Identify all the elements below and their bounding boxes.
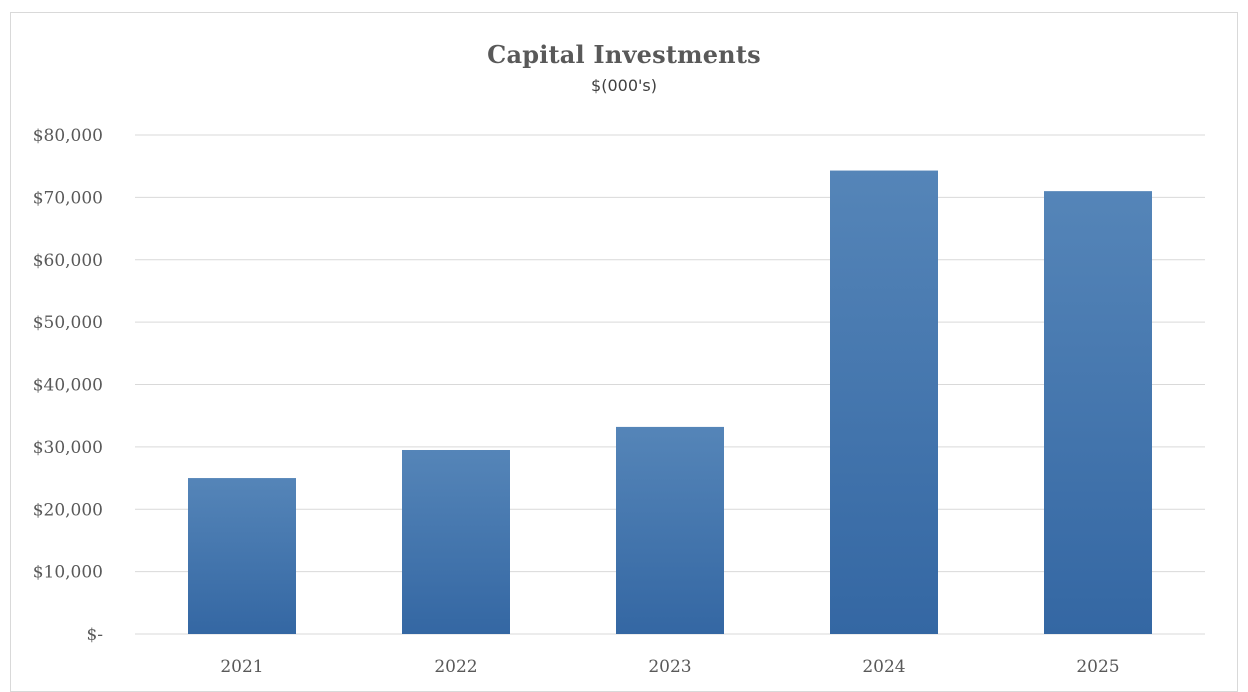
bar-2023	[616, 426, 724, 634]
y-tick-label: $10,000	[33, 563, 103, 583]
chart-title: Capital Investments	[487, 40, 761, 69]
y-tick-label: $30,000	[33, 438, 103, 458]
x-tick-label: 2025	[1076, 657, 1119, 677]
y-tick-label: $20,000	[33, 500, 103, 520]
x-tick-label: 2021	[220, 657, 263, 677]
x-tick-label: 2022	[434, 657, 477, 677]
y-axis-tick-labels: $- $10,000 $20,000 $30,000 $40,000 $50,000 $60…	[33, 126, 103, 645]
y-tick-label: $40,000	[33, 376, 103, 396]
chart-subtitle: $(000's)	[591, 76, 657, 95]
bar-chart-plot: $- $10,000 $20,000 $30,000 $40,000 $50,000 $60…	[33, 126, 1205, 677]
bar-2022	[402, 449, 510, 634]
y-tick-label: $50,000	[33, 313, 103, 333]
y-tick-label: $60,000	[33, 251, 103, 271]
bar-2024	[830, 170, 938, 634]
y-tick-label: $70,000	[33, 188, 103, 208]
x-tick-label: 2024	[862, 657, 905, 677]
bars	[188, 170, 1152, 634]
x-axis-tick-labels: 2021 2022 2023 2024 2025	[220, 657, 1119, 677]
x-tick-label: 2023	[648, 657, 691, 677]
y-tick-label: $80,000	[33, 126, 103, 146]
y-tick-label: $-	[86, 625, 103, 645]
bar-2025	[1044, 191, 1152, 634]
bar-2021	[188, 478, 296, 634]
